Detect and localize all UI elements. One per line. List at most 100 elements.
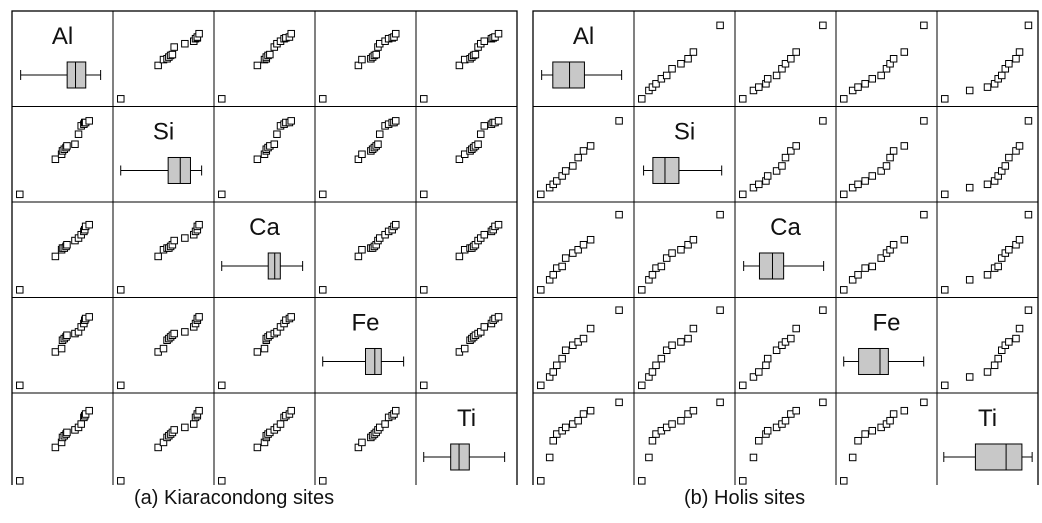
scatter-point	[266, 50, 274, 59]
scatter-point	[455, 61, 464, 70]
variable-label-ca: Ca	[770, 214, 801, 241]
scatter-point	[657, 354, 666, 363]
scatter-point	[319, 95, 327, 103]
scatter-point	[480, 122, 489, 130]
scatter-point	[684, 55, 692, 63]
scatter-point	[861, 430, 869, 438]
scatter-point	[537, 477, 545, 485]
scatter-point	[170, 43, 178, 51]
scatter-point	[662, 346, 671, 355]
variable-label-ca: Ca	[249, 214, 280, 241]
scatter-point	[677, 60, 685, 68]
scatter-point	[558, 354, 566, 363]
scatter-point	[253, 61, 262, 70]
scatter-point	[638, 381, 646, 390]
box-ti	[974, 443, 1023, 471]
scatter-point	[569, 162, 577, 170]
scatter-point	[965, 373, 974, 381]
scatter-point	[574, 153, 582, 162]
scatter-point	[71, 140, 79, 148]
scatter-point	[218, 381, 226, 390]
variable-label-ti: Ti	[457, 405, 476, 432]
scatter-point	[375, 130, 384, 138]
scatter-point	[480, 230, 489, 239]
scatter-point	[886, 416, 894, 425]
variable-label-al: Al	[573, 23, 594, 50]
box-al	[552, 61, 585, 89]
scatter-point	[877, 167, 885, 175]
scatter-point	[574, 416, 582, 425]
scatter-point	[615, 210, 623, 219]
scatter-point	[586, 142, 595, 150]
scatter-point	[920, 210, 928, 219]
scatter-point	[549, 437, 557, 445]
scatter-point	[287, 313, 295, 321]
scatter-point	[652, 80, 660, 88]
scatter-point	[579, 334, 588, 343]
scatter-point	[868, 172, 877, 180]
scatter-point	[558, 262, 566, 271]
variable-label-ti: Ti	[978, 405, 997, 432]
box-fe	[365, 347, 382, 375]
scatter-point	[159, 344, 168, 353]
scatter-point	[792, 48, 800, 56]
scatter-point	[420, 95, 428, 103]
scatter-point	[85, 406, 93, 415]
scatter-point	[51, 155, 60, 164]
scatter-point	[117, 95, 125, 103]
scatter-point	[218, 190, 226, 199]
scatter-point	[494, 29, 503, 38]
scatter-point	[886, 153, 894, 162]
matrix-cell	[415, 392, 518, 485]
scatter-point	[494, 313, 503, 321]
scatter-point	[561, 346, 570, 355]
scatter-point	[1001, 162, 1010, 170]
scatter-point	[755, 180, 763, 189]
scatter-point	[819, 398, 827, 407]
scatter-point	[781, 416, 790, 425]
scatter-point	[941, 95, 949, 103]
scatter-point	[648, 437, 657, 445]
scatter-point	[537, 286, 545, 294]
scatter-point	[358, 438, 366, 447]
scatter-point	[63, 142, 71, 150]
scatter-point	[941, 190, 949, 199]
scatter-point	[455, 155, 464, 164]
scatter-point	[861, 264, 869, 272]
scatter-point	[840, 190, 848, 199]
scatter-point	[755, 368, 763, 376]
scatter-point	[1015, 142, 1024, 150]
scatter-point	[494, 220, 503, 229]
scatter-point	[549, 368, 557, 376]
box-fe	[858, 347, 889, 375]
scatter-point	[787, 334, 795, 343]
scatter-point	[154, 61, 162, 70]
box-al	[66, 61, 87, 89]
scatter-point	[990, 361, 999, 370]
scatter-point	[689, 324, 698, 333]
scatter-point	[920, 21, 928, 30]
scatter-point	[168, 50, 177, 59]
scatter-point	[545, 453, 554, 462]
scatter-point	[677, 338, 685, 346]
scatter-point	[195, 406, 203, 415]
scatter-point	[154, 443, 162, 452]
scatter-point	[739, 190, 747, 199]
scatter-point	[877, 71, 885, 80]
scatter-point	[965, 276, 974, 284]
scatter-point	[319, 286, 327, 294]
scatter-point	[1015, 324, 1024, 333]
scatter-point	[755, 437, 763, 445]
scatter-point	[392, 406, 400, 415]
scatter-point	[16, 381, 24, 390]
scatter-point	[51, 252, 60, 261]
scatter-point	[1024, 306, 1033, 314]
scatter-point	[358, 55, 366, 64]
scatter-point	[85, 313, 93, 321]
scatter-point	[553, 177, 561, 185]
matrix-cell	[835, 392, 938, 485]
scatter-point	[638, 286, 646, 294]
scatter-point	[877, 254, 885, 262]
matrix-cell	[734, 392, 837, 485]
scatter-point	[819, 21, 827, 30]
